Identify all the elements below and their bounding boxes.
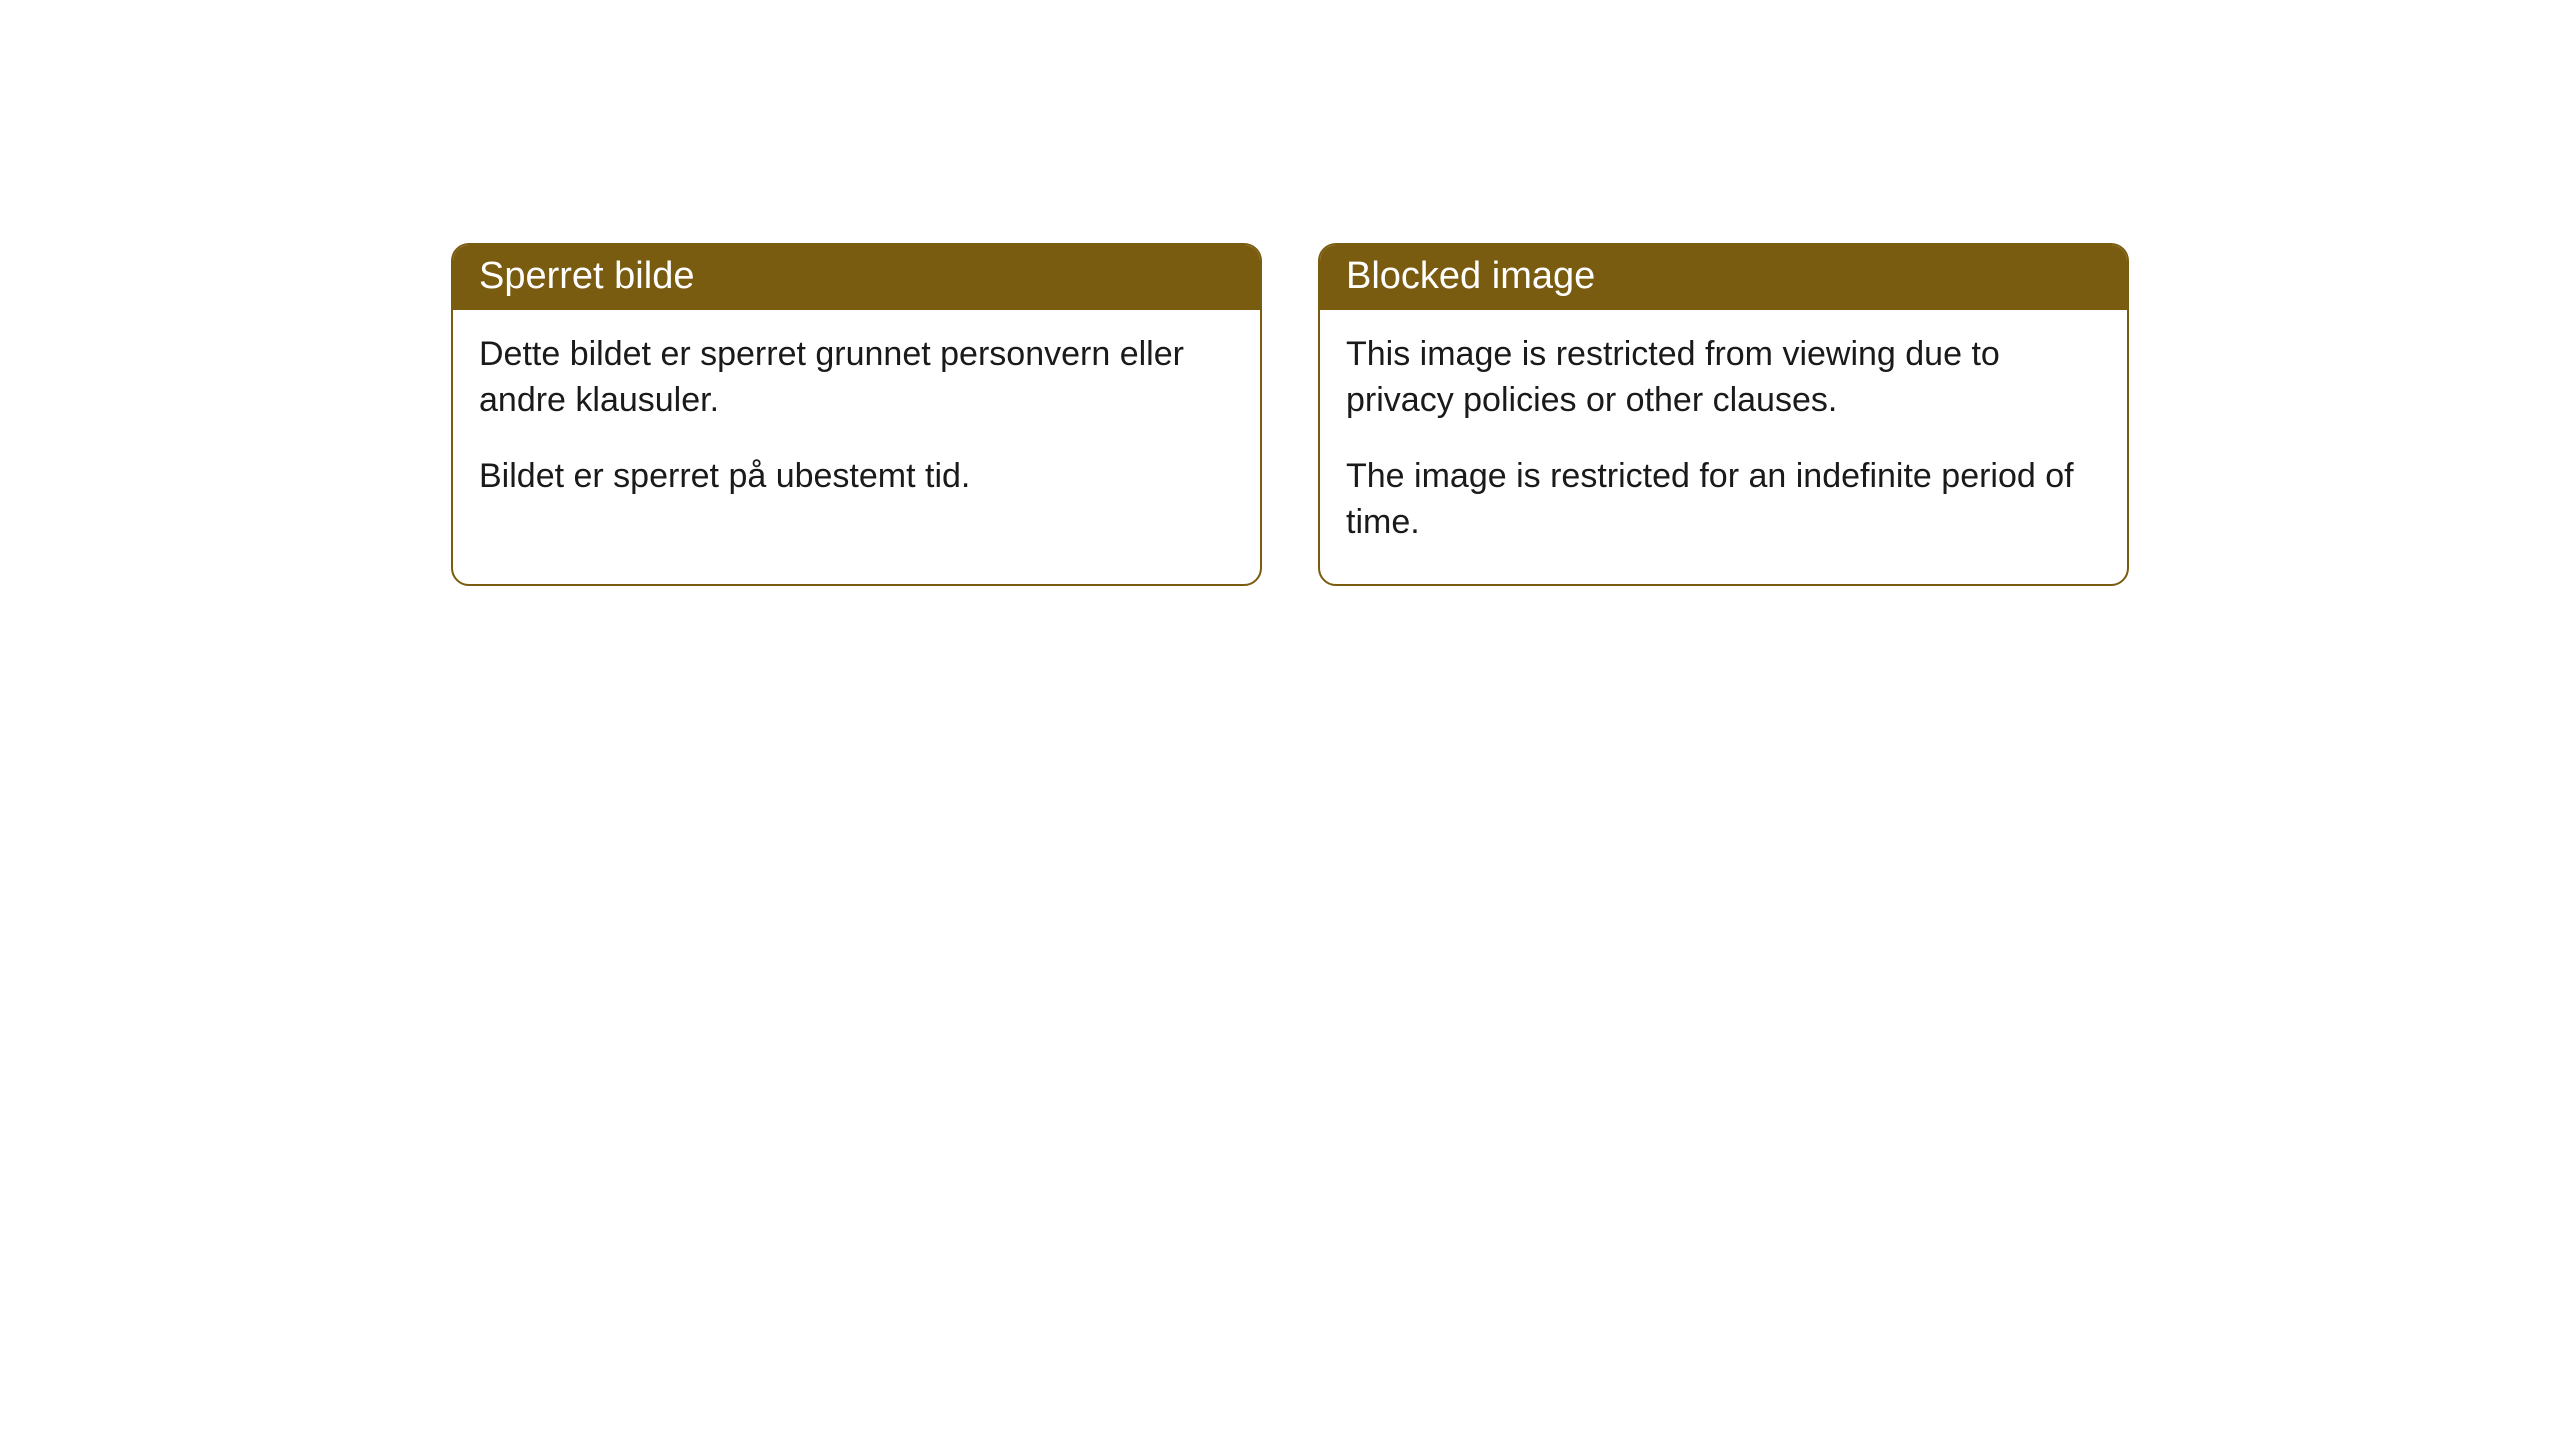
notice-card-norwegian: Sperret bilde Dette bildet er sperret gr… (451, 243, 1262, 586)
card-header: Blocked image (1320, 245, 2127, 310)
card-paragraph: This image is restricted from viewing du… (1346, 332, 2101, 424)
card-header: Sperret bilde (453, 245, 1260, 310)
notice-card-english: Blocked image This image is restricted f… (1318, 243, 2129, 586)
card-body: This image is restricted from viewing du… (1320, 310, 2127, 584)
card-paragraph: Dette bildet er sperret grunnet personve… (479, 332, 1234, 424)
card-paragraph: The image is restricted for an indefinit… (1346, 454, 2101, 546)
card-body: Dette bildet er sperret grunnet personve… (453, 310, 1260, 538)
card-paragraph: Bildet er sperret på ubestemt tid. (479, 454, 1234, 500)
notice-cards-container: Sperret bilde Dette bildet er sperret gr… (451, 243, 2129, 586)
